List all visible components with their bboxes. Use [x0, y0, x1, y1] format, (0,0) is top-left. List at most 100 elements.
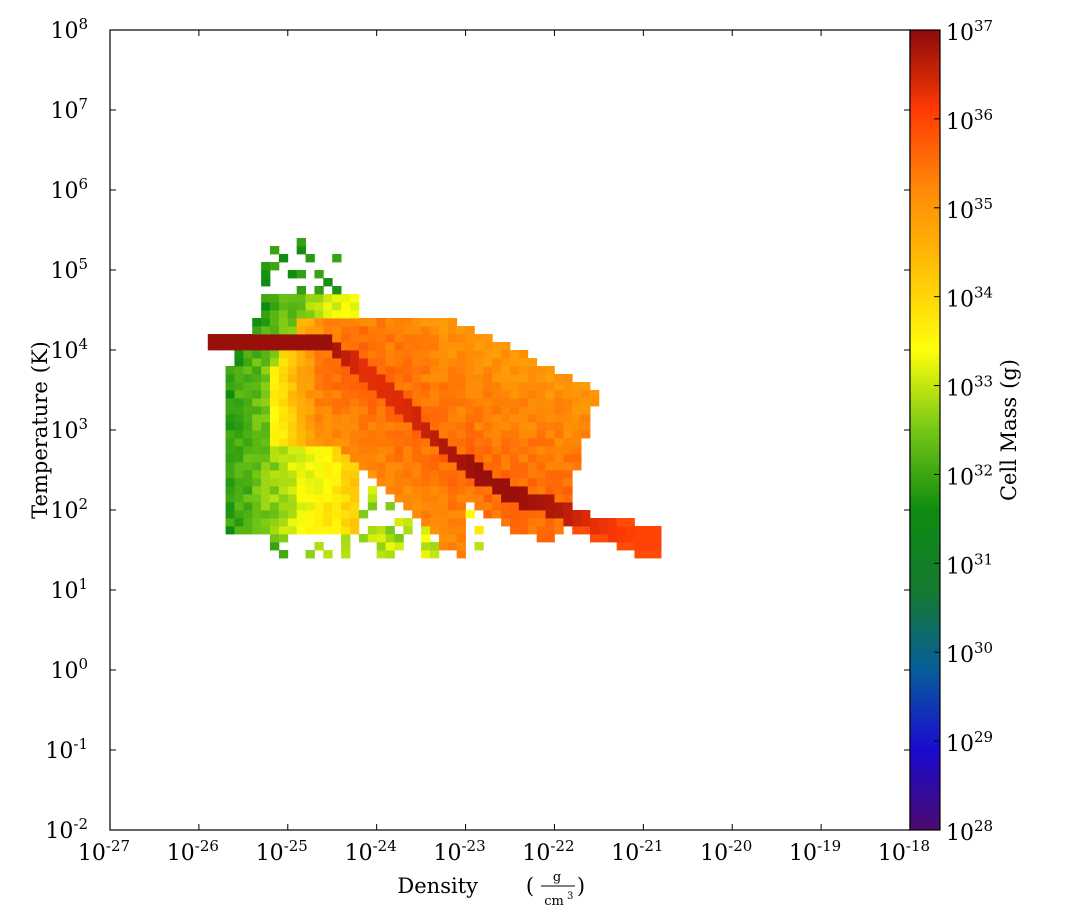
heatmap-cell [270, 494, 280, 503]
heatmap-cell [385, 318, 395, 327]
heatmap-cell [367, 438, 378, 447]
heatmap-cell [376, 542, 386, 551]
heatmap-cell [225, 390, 235, 399]
heatmap-cell [332, 454, 342, 463]
colorbar-label: Cell Mass [997, 397, 1021, 501]
heatmap-cell [394, 534, 404, 543]
heatmap-cell [438, 382, 449, 391]
heatmap-cell [456, 494, 466, 503]
heatmap-cell [554, 510, 564, 519]
y-tick-label: 101 [50, 575, 88, 604]
heatmap-cell [243, 454, 253, 463]
heatmap-cell [314, 286, 324, 295]
heatmap-cell [412, 334, 422, 343]
heatmap-cell [510, 398, 520, 407]
heatmap-cell [261, 382, 271, 391]
heatmap-cell [305, 430, 315, 439]
heatmap-cell [314, 462, 324, 471]
heatmap-cell [305, 446, 315, 455]
heatmap-cell [243, 438, 253, 447]
heatmap-cell [483, 406, 493, 415]
heatmap-cell [394, 382, 404, 391]
heatmap-cell [527, 510, 538, 519]
heatmap-cell [581, 430, 591, 439]
heatmap-cell [252, 438, 262, 447]
heatmap-cell [518, 502, 529, 511]
heatmap-cell [376, 326, 386, 335]
heatmap-cell [643, 550, 653, 559]
heatmap-cell [581, 422, 591, 431]
heatmap-cell [376, 318, 386, 327]
heatmap-cell [412, 478, 422, 487]
heatmap-cell [492, 382, 502, 391]
heatmap-cell [270, 366, 280, 375]
heatmap-cell [305, 406, 315, 415]
heatmap-cell [456, 374, 466, 383]
heatmap-cell [438, 502, 449, 511]
heatmap-cell [367, 374, 378, 383]
heatmap-cell [270, 526, 280, 535]
heatmap-cell [447, 510, 458, 519]
heatmap-cell [305, 478, 315, 487]
heatmap-cell [252, 526, 262, 535]
heatmap-cell [252, 326, 262, 335]
heatmap-cell [483, 438, 493, 447]
heatmap-cell [385, 430, 395, 439]
heatmap-cell [518, 374, 529, 383]
heatmap-cell [261, 518, 271, 527]
heatmap-cell [492, 486, 502, 495]
heatmap-cell [492, 342, 502, 351]
heatmap-cell [438, 318, 449, 327]
heatmap-cell [430, 430, 440, 439]
heatmap-cell [376, 478, 386, 487]
heatmap-cell [332, 494, 342, 503]
heatmap-cell [590, 398, 600, 407]
heatmap-cell [447, 350, 458, 359]
heatmap-cell [465, 510, 475, 519]
heatmap-cell [483, 350, 493, 359]
heatmap-cell [483, 366, 493, 375]
heatmap-cell [385, 334, 395, 343]
heatmap-cell [314, 342, 324, 351]
heatmap-cell [385, 478, 395, 487]
heatmap-cell [643, 534, 653, 543]
heatmap-cell [252, 446, 262, 455]
colorbar-tick-label: 1030 [946, 639, 993, 668]
heatmap-cell [234, 398, 244, 407]
heatmap-cell [474, 462, 484, 471]
heatmap-cell [252, 350, 262, 359]
heatmap-cell [447, 422, 458, 431]
heatmap-cell [545, 398, 555, 407]
heatmap-cell [270, 246, 280, 255]
heatmap-cell [287, 318, 298, 327]
heatmap-cell [474, 414, 484, 423]
heatmap-cell [305, 294, 315, 303]
heatmap-cell [456, 422, 466, 431]
heatmap-cell [527, 382, 538, 391]
heatmap-cell [296, 286, 306, 295]
heatmap-cell [403, 366, 413, 375]
heatmap-cell [545, 470, 555, 479]
heatmap-cell [287, 478, 298, 487]
heatmap-cell [430, 334, 440, 343]
heatmap-cell [270, 374, 280, 383]
heatmap-cell [438, 390, 449, 399]
heatmap-cell [261, 374, 271, 383]
heatmap-cell [314, 294, 324, 303]
heatmap-cell [278, 414, 289, 423]
heatmap-cell [545, 478, 555, 487]
heatmap-cell [305, 366, 315, 375]
heatmap-cell [545, 486, 555, 495]
heatmap-cell [341, 430, 351, 439]
heatmap-cell [527, 406, 538, 415]
heatmap-cell [287, 494, 298, 503]
heatmap-cell [367, 454, 378, 463]
heatmap-cell [403, 374, 413, 383]
heatmap-cell [332, 478, 342, 487]
heatmap-cell [261, 438, 271, 447]
heatmap-cell [421, 382, 431, 391]
heatmap-cell [527, 422, 538, 431]
heatmap-cell [438, 334, 449, 343]
heatmap-cell [421, 470, 431, 479]
